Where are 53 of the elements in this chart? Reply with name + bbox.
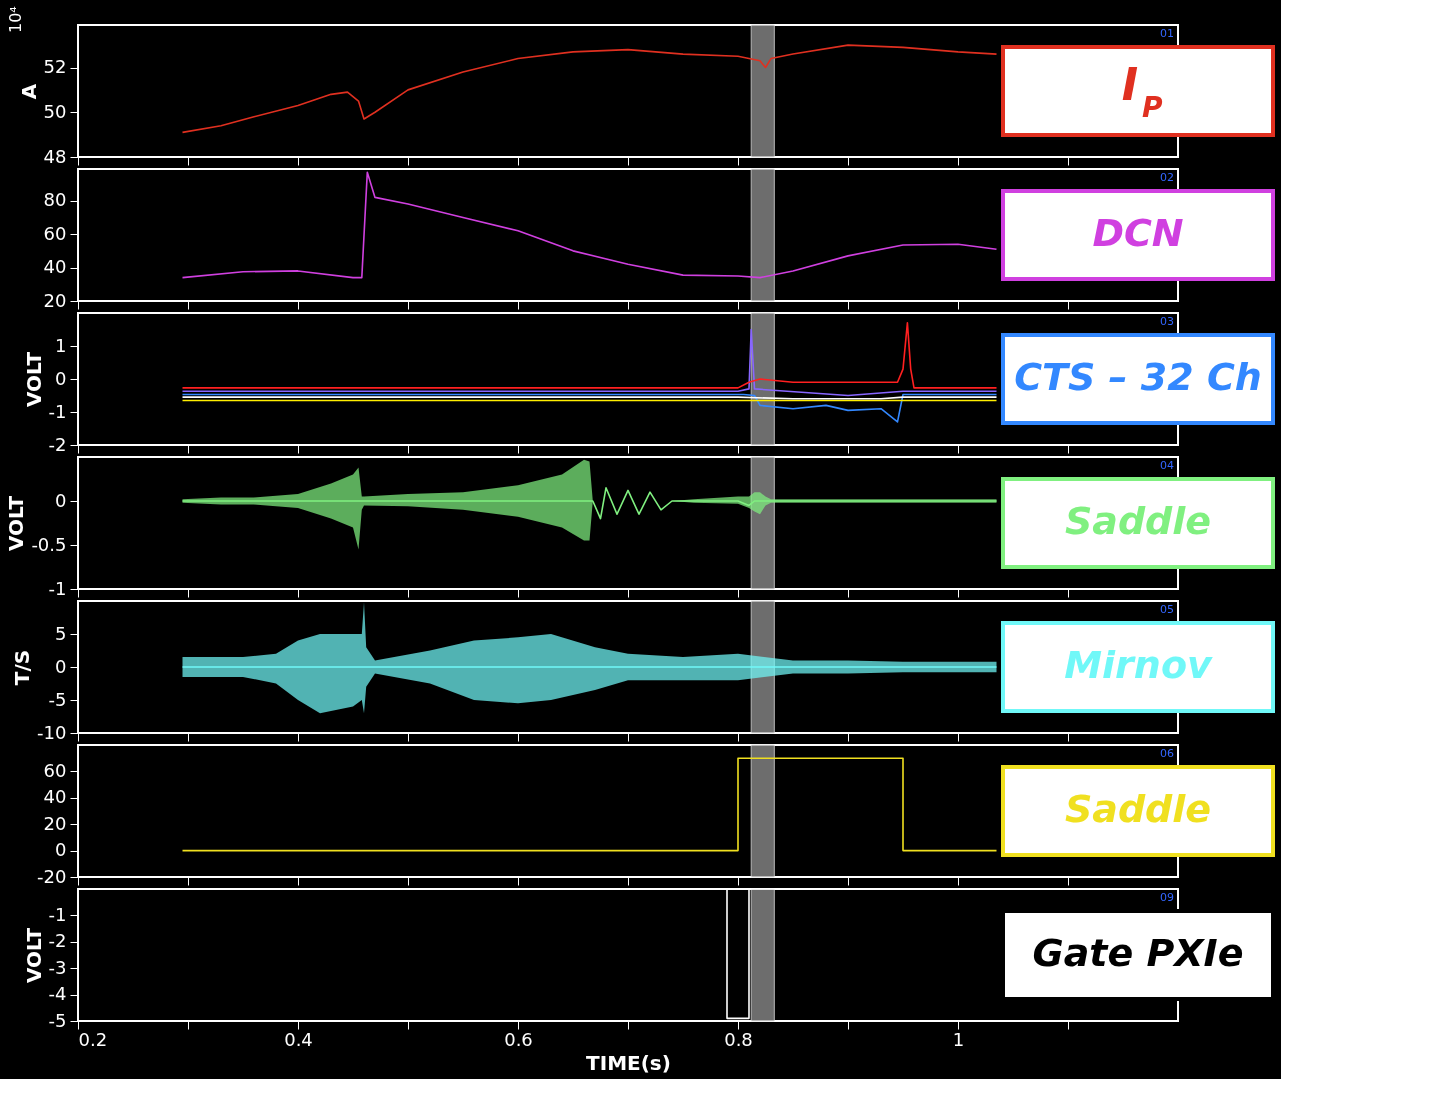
- text: Gate PXIe: [1032, 931, 1244, 975]
- y-tick-label: -2: [48, 433, 67, 455]
- y-tick-label: -1: [48, 577, 67, 599]
- y-tick-label: 40: [43, 256, 67, 278]
- y-tick-label: 40: [43, 786, 67, 808]
- annotation: 06: [1160, 747, 1174, 760]
- y-tick-label: -3: [48, 956, 67, 978]
- text: Saddle: [1064, 787, 1212, 831]
- y-tick-label: -0.5: [31, 533, 67, 555]
- y-tick-label: 48: [43, 145, 67, 167]
- x-axis-title: TIME(s): [586, 1050, 671, 1075]
- y-tick-label: -5: [48, 1009, 67, 1031]
- text: DCN: [1092, 211, 1184, 255]
- y-tick-label: 5: [55, 622, 67, 644]
- y-axis-title: T/S: [10, 649, 35, 686]
- annotation: 05: [1160, 603, 1174, 616]
- y-axis-title: A: [16, 83, 41, 100]
- y-tick-label: 0: [55, 839, 67, 861]
- y-tick-label: 52: [43, 56, 67, 78]
- y-tick-label: 1: [55, 334, 67, 356]
- y-tick-label: -20: [37, 865, 67, 887]
- annotation: 02: [1160, 171, 1174, 184]
- y-tick-label: 0: [55, 489, 67, 511]
- text: 10⁴: [6, 6, 25, 33]
- y-tick-label: 20: [43, 289, 67, 311]
- x-tick-label: 1: [952, 1028, 965, 1050]
- y-tick-label: 50: [43, 100, 67, 122]
- x-tick-label: 0.6: [504, 1028, 533, 1050]
- x-tick-label: 0.4: [284, 1028, 313, 1050]
- annotation: 03: [1160, 315, 1174, 328]
- y-tick-label: 60: [43, 759, 67, 781]
- y-axis-title: VOLT: [21, 351, 46, 408]
- y-axis-title: VOLT: [4, 495, 29, 552]
- annotation: 01: [1160, 27, 1174, 40]
- y-tick-label: -10: [37, 721, 67, 743]
- y-tick-label: 80: [43, 189, 67, 211]
- y-tick-label: -5: [48, 688, 67, 710]
- x-tick-label: 0.8: [724, 1028, 753, 1050]
- annotation: 04: [1160, 459, 1174, 472]
- y-tick-label: 20: [43, 812, 67, 834]
- y-tick-label: 0: [55, 367, 67, 389]
- y-tick-label: -2: [48, 930, 67, 952]
- text: Saddle: [1064, 499, 1212, 543]
- y-tick-label: -1: [48, 400, 67, 422]
- text: Mirnov: [1064, 643, 1213, 687]
- y-tick-label: -1: [48, 903, 67, 925]
- y-tick-label: 60: [43, 222, 67, 244]
- y-axis-title: VOLT: [21, 927, 46, 984]
- annotation: 09: [1160, 891, 1174, 904]
- text: CTS – 32 Ch: [1014, 355, 1262, 399]
- y-tick-label: -4: [48, 983, 67, 1005]
- y-tick-label: 0: [55, 655, 67, 677]
- x-tick-label: 0.2: [78, 1028, 108, 1050]
